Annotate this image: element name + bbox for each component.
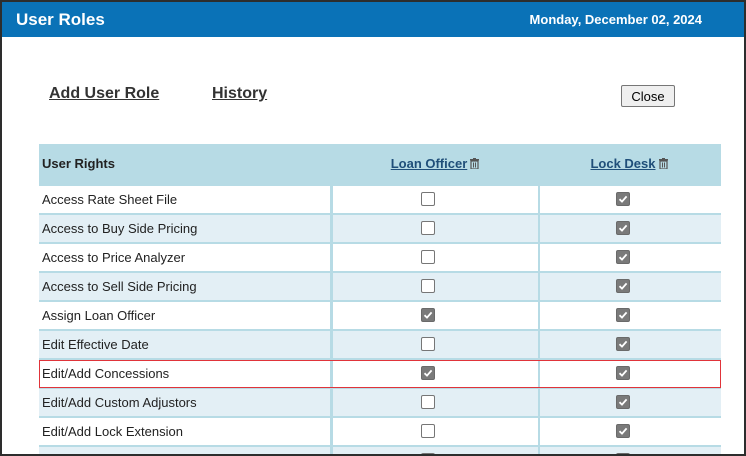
lock-desk-cell <box>540 331 721 358</box>
lock-desk-cell <box>540 418 721 445</box>
lock-desk-cell <box>540 186 721 213</box>
lock-desk-column-header: Lock Desk <box>539 144 719 184</box>
current-date: Monday, December 02, 2024 <box>529 12 702 27</box>
lock-desk-cell <box>540 215 721 242</box>
lock-desk-cell <box>540 389 721 416</box>
loan-officer-cell <box>333 360 538 387</box>
table-row: Edit/Add Custom Adjustors <box>39 389 721 416</box>
title-bar: User Roles Monday, December 02, 2024 <box>2 2 744 37</box>
trash-icon[interactable] <box>470 158 480 169</box>
add-user-role-link[interactable]: Add User Role <box>49 85 160 102</box>
checkbox-checked-icon[interactable] <box>421 366 435 380</box>
trash-icon[interactable] <box>658 158 668 169</box>
window-title: User Roles <box>16 10 105 29</box>
loan-officer-cell <box>333 389 538 416</box>
lock-desk-cell <box>540 302 721 329</box>
lock-desk-cell <box>540 273 721 300</box>
table-row: Access to Buy Side Pricing <box>39 215 721 242</box>
user-right-label: Access to Price Analyzer <box>39 244 330 271</box>
loan-officer-cell <box>333 244 538 271</box>
table-row: Edit/Add Relock F <box>39 447 721 454</box>
checkbox-checked-icon[interactable] <box>421 308 435 322</box>
loan-officer-cell <box>333 215 538 242</box>
checkbox-checked-icon[interactable] <box>616 192 630 206</box>
checkbox-checked-icon[interactable] <box>616 279 630 293</box>
table-row: Edit/Add Concessions <box>39 360 721 387</box>
loan-officer-cell <box>333 447 538 454</box>
table-row: Access to Price Analyzer <box>39 244 721 271</box>
checkbox-unchecked-icon[interactable] <box>421 453 435 454</box>
user-right-label: Edit Effective Date <box>39 331 330 358</box>
checkbox-checked-icon[interactable] <box>616 221 630 235</box>
table-row: Edit Effective Date <box>39 331 721 358</box>
checkbox-checked-icon[interactable] <box>616 337 630 351</box>
user-right-label: Edit/Add Lock Extension <box>39 418 330 445</box>
user-right-label: Access Rate Sheet File <box>39 186 330 213</box>
checkbox-unchecked-icon[interactable] <box>421 424 435 438</box>
loan-officer-cell <box>333 186 538 213</box>
checkbox-unchecked-icon[interactable] <box>421 250 435 264</box>
checkbox-unchecked-icon[interactable] <box>421 279 435 293</box>
checkbox-checked-icon[interactable] <box>616 308 630 322</box>
checkbox-checked-icon[interactable] <box>616 424 630 438</box>
loan-officer-role-link[interactable]: Loan Officer <box>390 156 468 171</box>
loan-officer-cell <box>333 418 538 445</box>
lock-desk-role-link[interactable]: Lock Desk <box>590 156 656 171</box>
user-right-label: Access to Sell Side Pricing <box>39 273 330 300</box>
lock-desk-cell <box>540 447 721 454</box>
lock-desk-cell <box>540 360 721 387</box>
checkbox-unchecked-icon[interactable] <box>421 337 435 351</box>
loan-officer-cell <box>333 331 538 358</box>
table-row: Access Rate Sheet File <box>39 186 721 213</box>
table-row: Assign Loan Officer <box>39 302 721 329</box>
checkbox-checked-icon[interactable] <box>616 366 630 380</box>
table-row: Edit/Add Lock Extension <box>39 418 721 445</box>
table-row: Access to Sell Side Pricing <box>39 273 721 300</box>
user-rights-column-header: User Rights <box>42 156 115 171</box>
checkbox-checked-icon[interactable] <box>616 453 630 454</box>
checkbox-unchecked-icon[interactable] <box>421 221 435 235</box>
user-right-label: Edit/Add Custom Adjustors <box>39 389 330 416</box>
loan-officer-cell <box>333 273 538 300</box>
lock-desk-cell <box>540 244 721 271</box>
loan-officer-column-header: Loan Officer <box>331 144 539 184</box>
checkbox-checked-icon[interactable] <box>616 250 630 264</box>
user-right-label: Assign Loan Officer <box>39 302 330 329</box>
user-right-label: Edit/Add Concessions <box>39 360 330 387</box>
checkbox-unchecked-icon[interactable] <box>421 395 435 409</box>
close-button[interactable]: Close <box>621 85 675 107</box>
table-header: User Rights Loan Officer Lock Desk <box>39 144 721 184</box>
user-right-label: Edit/Add Relock F <box>39 447 330 454</box>
history-link[interactable]: History <box>212 85 268 102</box>
loan-officer-cell <box>333 302 538 329</box>
checkbox-checked-icon[interactable] <box>616 395 630 409</box>
checkbox-unchecked-icon[interactable] <box>421 192 435 206</box>
user-right-label: Access to Buy Side Pricing <box>39 215 330 242</box>
user-rights-table: User Rights Loan Officer Lock Desk Acces… <box>39 144 721 454</box>
